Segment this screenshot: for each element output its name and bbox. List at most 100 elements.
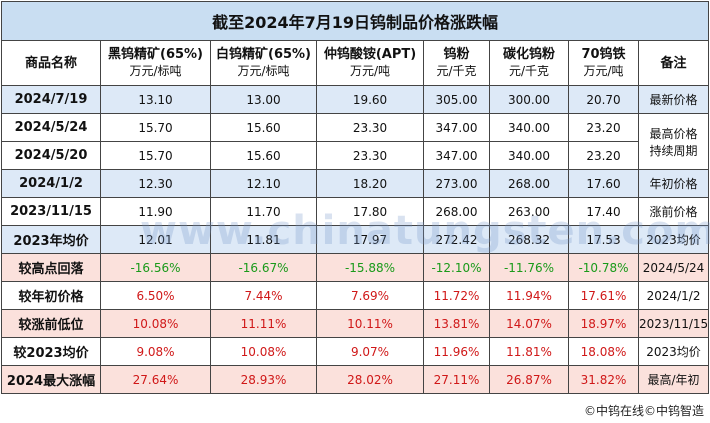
cell: 12.01 (100, 225, 211, 254)
cell: 12.10 (210, 169, 317, 198)
cell: 15.70 (100, 141, 211, 170)
note-line: 2024/1/2 (646, 288, 701, 303)
cell: 263.00 (489, 197, 569, 226)
cell: 13.00 (210, 85, 317, 114)
column-name: 碳化钨粉 (502, 47, 555, 62)
cell: -11.76% (489, 253, 569, 282)
cell: 305.00 (423, 85, 490, 114)
table-row: 2024/5/20 15.70 15.60 23.30 347.00 340.00 23.2… (1, 141, 709, 170)
cell: 11.72% (423, 281, 490, 310)
cell: 273.00 (423, 169, 490, 198)
cell: 18.97% (568, 309, 639, 338)
cell: 9.07% (316, 337, 424, 366)
cell: 7.44% (210, 281, 317, 310)
cell: 11.94% (489, 281, 569, 310)
note-line: 2023/11/15 (639, 316, 709, 331)
table-row: 2023年均价 12.01 11.81 17.97 272.42 268.32 17.53 2… (1, 225, 710, 254)
column-header: 备注 (637, 40, 710, 86)
note: 2023/11/15 (637, 309, 710, 338)
row-label: 2023/11/15 (1, 197, 101, 226)
row-label: 2024/5/24 (1, 113, 101, 142)
cell: 15.60 (210, 113, 317, 142)
column-name: 黑钨精矿(65%) (108, 47, 203, 62)
cell: 340.00 (489, 141, 569, 170)
column-header: 白钨精矿(65%) 万元/标吨 (210, 40, 317, 86)
note: 涨前价格 (637, 197, 710, 226)
note: 最高/年初 (637, 365, 710, 394)
cell: 17.61% (568, 281, 639, 310)
cell: 15.60 (210, 141, 317, 170)
table-row: 2024/1/2 12.30 12.10 18.20 273.00 268.00 17.60… (1, 169, 710, 198)
cell: 10.11% (316, 309, 424, 338)
column-unit: 元/千克 (436, 64, 477, 78)
cell: 347.00 (423, 113, 490, 142)
column-unit: 万元/标吨 (237, 64, 290, 78)
column-unit: 万元/标吨 (129, 64, 182, 78)
table-body: 2024/7/19 13.10 13.00 19.60 305.00 300.00 20.7… (1, 85, 710, 394)
column-header: 70钨铁 万元/吨 (568, 40, 639, 86)
cell: -12.10% (423, 253, 490, 282)
row-label: 2024/1/2 (1, 169, 101, 198)
note: 2023均价 (637, 337, 710, 366)
cell: 11.81 (210, 225, 317, 254)
cell: 17.40 (568, 197, 639, 226)
column-name: 白钨精矿(65%) (216, 47, 311, 62)
row-label: 较高点回落 (1, 253, 101, 282)
cell: 28.02% (316, 365, 424, 394)
note-line: 年初价格 (649, 177, 698, 191)
cell: 20.70 (568, 85, 639, 114)
cell: 14.07% (489, 309, 569, 338)
cell: 23.20 (568, 113, 639, 142)
cell: -10.78% (568, 253, 639, 282)
header-row: 商品名称 黑钨精矿(65%) 万元/标吨 白钨精矿(65%) 万元/标吨 仲钨酸铵(APT… (1, 40, 710, 86)
column-header: 仲钨酸铵(APT) 万元/吨 (316, 40, 424, 86)
note-line: 最高价格 (649, 126, 698, 141)
table-row: 2023/11/15 11.90 11.70 17.80 268.00 263.00 17.… (1, 197, 710, 226)
cell: 17.80 (316, 197, 424, 226)
cell: 11.11% (210, 309, 317, 338)
table-row: 较涨前低位 10.08% 11.11% 10.11% 13.81% 14.07% 18.97… (1, 309, 710, 338)
table-row: 2024/7/19 13.10 13.00 19.60 305.00 300.00 20.7… (1, 85, 710, 114)
row-label: 2024最大涨幅 (1, 365, 101, 394)
price-table: 截至2024年7月19日钨制品价格涨跌幅 商品名称 黑钨精矿(65%) 万元/标吨白… (0, 1, 710, 394)
note: 最高价格 持续周期 (637, 113, 710, 170)
cell: 11.81% (489, 337, 569, 366)
note-line: 持续周期 (649, 143, 698, 158)
row-label: 2024/7/19 (1, 85, 101, 114)
cell: 31.82% (568, 365, 639, 394)
column-header: 商品名称 (1, 40, 101, 86)
cell: 272.42 (423, 225, 490, 254)
note-line: 涨前价格 (649, 205, 698, 219)
cell: -16.56% (100, 253, 211, 282)
cell: 347.00 (423, 141, 490, 170)
row-label: 较涨前低位 (1, 309, 101, 338)
cell: 17.60 (568, 169, 639, 198)
table-row: 较高点回落 -16.56% -16.67% -15.88% -12.10% -11.76%… (1, 253, 710, 282)
cell: 9.08% (100, 337, 211, 366)
row-label: 较2023均价 (1, 337, 101, 366)
cell: 300.00 (489, 85, 569, 114)
cell: 11.96% (423, 337, 490, 366)
footer: ©中钨在线©中钨智造 (583, 404, 704, 418)
cell: 6.50% (100, 281, 211, 310)
cell: -15.88% (316, 253, 424, 282)
row-label: 2024/5/20 (1, 141, 101, 170)
column-unit: 万元/吨 (583, 64, 624, 78)
column-unit: 元/千克 (508, 64, 550, 78)
table-row: 较年初价格 6.50% 7.44% 7.69% 11.72% 11.94% 17.61% 20… (1, 281, 710, 310)
column-header: 黑钨精矿(65%) 万元/标吨 (100, 40, 211, 86)
note-line: 2023均价 (646, 345, 701, 359)
column-name: 备注 (660, 55, 687, 71)
cell: 19.60 (316, 85, 424, 114)
column-header: 钨粉 元/千克 (423, 40, 490, 86)
cell: 27.64% (100, 365, 211, 394)
cell: 340.00 (489, 113, 569, 142)
note: 年初价格 (637, 169, 710, 198)
cell: 7.69% (316, 281, 424, 310)
cell: 18.20 (316, 169, 424, 198)
note-line: 最新价格 (649, 93, 698, 107)
cell: 28.93% (210, 365, 317, 394)
cell: 11.70 (210, 197, 317, 226)
column-unit: 万元/吨 (349, 64, 391, 78)
